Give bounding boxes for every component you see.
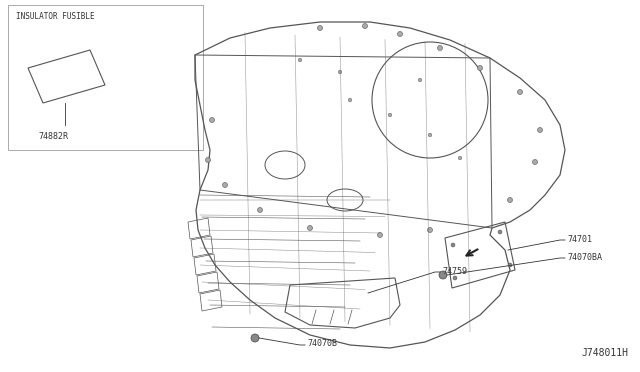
Circle shape bbox=[453, 276, 457, 280]
Text: 74759: 74759 bbox=[442, 266, 467, 276]
Circle shape bbox=[362, 23, 367, 29]
Circle shape bbox=[317, 26, 323, 31]
Circle shape bbox=[338, 70, 342, 74]
Circle shape bbox=[428, 133, 432, 137]
Circle shape bbox=[428, 228, 433, 232]
Text: J748011H: J748011H bbox=[581, 348, 628, 358]
Circle shape bbox=[508, 198, 513, 202]
Circle shape bbox=[532, 160, 538, 164]
Circle shape bbox=[458, 156, 462, 160]
Text: INSULATOR FUSIBLE: INSULATOR FUSIBLE bbox=[16, 12, 95, 21]
Text: 74070B: 74070B bbox=[307, 340, 337, 349]
Circle shape bbox=[209, 118, 214, 122]
Circle shape bbox=[378, 232, 383, 237]
Circle shape bbox=[451, 243, 455, 247]
Circle shape bbox=[439, 271, 447, 279]
Circle shape bbox=[518, 90, 522, 94]
Circle shape bbox=[538, 128, 543, 132]
Circle shape bbox=[438, 45, 442, 51]
Circle shape bbox=[388, 113, 392, 117]
Circle shape bbox=[298, 58, 302, 62]
Circle shape bbox=[257, 208, 262, 212]
Circle shape bbox=[498, 230, 502, 234]
Circle shape bbox=[251, 334, 259, 342]
Circle shape bbox=[205, 157, 211, 163]
Bar bbox=[8, 5, 203, 150]
Circle shape bbox=[508, 263, 512, 267]
Circle shape bbox=[397, 32, 403, 36]
Circle shape bbox=[477, 65, 483, 71]
Circle shape bbox=[348, 98, 352, 102]
Text: 74701: 74701 bbox=[567, 234, 592, 244]
Text: 74070BA: 74070BA bbox=[567, 253, 602, 262]
Circle shape bbox=[307, 225, 312, 231]
Circle shape bbox=[418, 78, 422, 82]
Circle shape bbox=[223, 183, 227, 187]
Text: 74882R: 74882R bbox=[38, 132, 68, 141]
